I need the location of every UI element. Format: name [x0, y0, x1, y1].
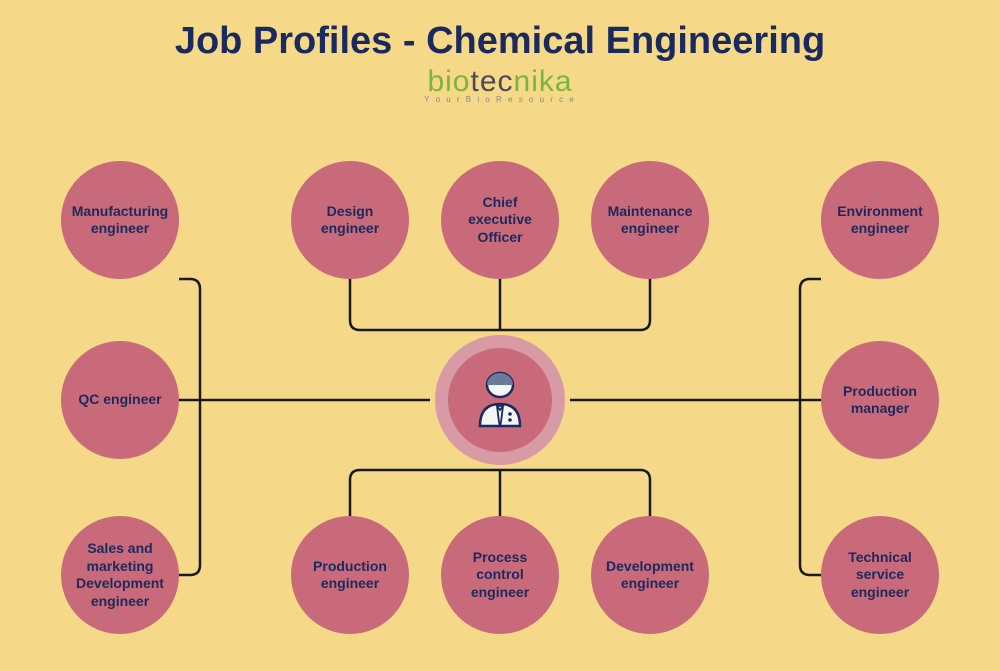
center-node	[435, 335, 565, 465]
edge	[350, 279, 500, 330]
node-process: Process control engineer	[441, 516, 559, 634]
person-icon	[468, 368, 532, 432]
logo-part1: bio	[427, 65, 470, 98]
node-ceo: Chief executive Officer	[441, 161, 559, 279]
logo-part2: tec	[470, 65, 513, 98]
page-title: Job Profiles - Chemical Engineering	[0, 0, 1000, 63]
node-sales: Sales and marketing Development engineer	[61, 516, 179, 634]
logo-subtitle: Y o u r B i o R e s o u r c e	[0, 95, 1000, 104]
edge	[179, 400, 200, 575]
node-prodmgr: Production manager	[821, 341, 939, 459]
node-qc: QC engineer	[61, 341, 179, 459]
node-development: Development engineer	[591, 516, 709, 634]
logo-part3: nika	[514, 65, 573, 98]
edge	[500, 470, 650, 516]
edge	[800, 279, 821, 400]
node-production: Production engineer	[291, 516, 409, 634]
edge	[800, 400, 821, 575]
node-design: Design engineer	[291, 161, 409, 279]
node-maintenance: Maintenance engineer	[591, 161, 709, 279]
node-environment: Environment engineer	[821, 161, 939, 279]
node-manufacturing: Manufacturing engineer	[61, 161, 179, 279]
edge	[350, 470, 500, 516]
edge	[500, 279, 650, 330]
logo: biotecnika	[0, 65, 1000, 99]
edge	[179, 279, 200, 400]
node-technical: Technical service engineer	[821, 516, 939, 634]
center-node-inner	[448, 348, 552, 452]
